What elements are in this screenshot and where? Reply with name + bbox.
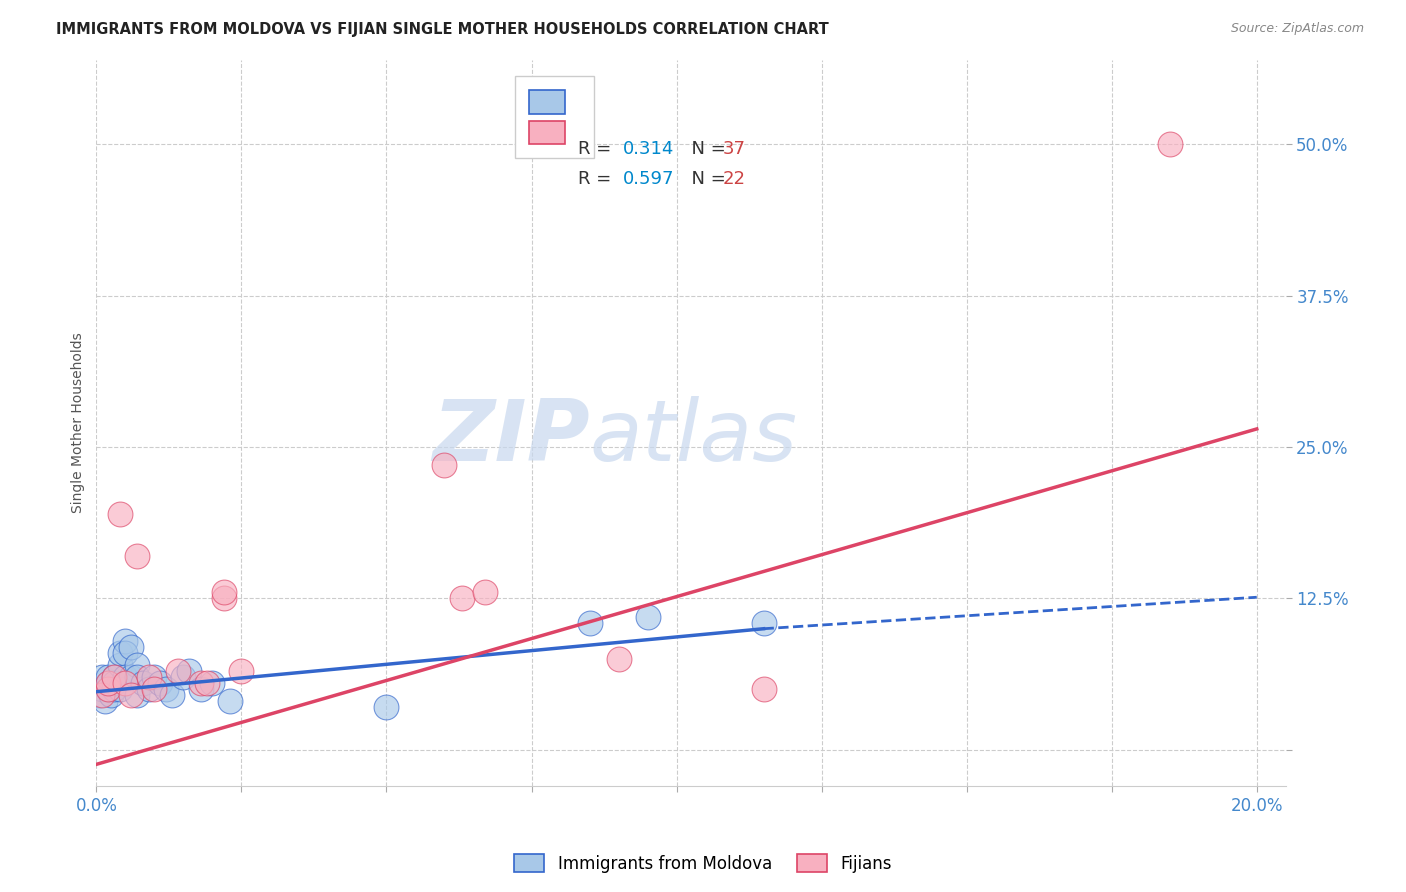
Point [166, 664, 188, 678]
Point [103, 676, 125, 690]
Point [97, 682, 120, 697]
Text: 37: 37 [723, 140, 745, 159]
Text: ZIP: ZIP [432, 396, 591, 479]
Point [91, 670, 114, 684]
Point [201, 676, 224, 690]
Point [607, 652, 630, 666]
Point [97, 676, 120, 690]
Point [108, 682, 131, 697]
Text: 22: 22 [723, 170, 745, 188]
Point [120, 689, 142, 703]
Point [1159, 137, 1181, 152]
Point [108, 658, 131, 673]
Text: N =: N = [681, 140, 733, 159]
Point [125, 670, 148, 684]
Point [375, 700, 398, 714]
Point [143, 682, 166, 697]
Point [218, 694, 240, 708]
Point [212, 585, 235, 599]
Point [637, 609, 659, 624]
Point [97, 676, 120, 690]
Point [132, 676, 155, 690]
Point [100, 689, 122, 703]
Point [195, 676, 218, 690]
Point [212, 591, 235, 606]
Text: 0.314: 0.314 [623, 140, 673, 159]
Point [125, 658, 148, 673]
Point [103, 670, 125, 684]
Text: Source: ZipAtlas.com: Source: ZipAtlas.com [1230, 22, 1364, 36]
Text: IMMIGRANTS FROM MOLDOVA VS FIJIAN SINGLE MOTHER HOUSEHOLDS CORRELATION CHART: IMMIGRANTS FROM MOLDOVA VS FIJIAN SINGLE… [56, 22, 830, 37]
Point [451, 591, 474, 606]
Point [190, 676, 212, 690]
Point [103, 682, 125, 697]
Point [172, 670, 194, 684]
Point [114, 676, 136, 690]
Point [149, 676, 172, 690]
Text: R =: R = [578, 170, 617, 188]
Point [138, 670, 160, 684]
Point [120, 670, 142, 684]
Legend: , : , [515, 76, 593, 159]
Point [114, 646, 136, 660]
Point [97, 682, 120, 697]
Point [474, 585, 496, 599]
Point [108, 646, 131, 660]
Text: atlas: atlas [591, 396, 799, 479]
Point [97, 670, 120, 684]
Point [433, 458, 456, 473]
Text: 0.597: 0.597 [623, 170, 675, 188]
Point [89, 689, 111, 703]
Point [231, 664, 253, 678]
Point [160, 689, 183, 703]
Point [114, 670, 136, 684]
Y-axis label: Single Mother Households: Single Mother Households [72, 333, 86, 513]
Point [108, 507, 131, 521]
Point [103, 670, 125, 684]
Point [125, 689, 148, 703]
Point [94, 694, 117, 708]
Text: N =: N = [681, 170, 733, 188]
Point [190, 682, 212, 697]
Text: R =: R = [578, 140, 617, 159]
Point [138, 682, 160, 697]
Point [752, 615, 775, 630]
Point [752, 682, 775, 697]
Legend: Immigrants from Moldova, Fijians: Immigrants from Moldova, Fijians [508, 847, 898, 880]
Point [155, 682, 177, 697]
Point [143, 670, 166, 684]
Point [91, 682, 114, 697]
Point [114, 633, 136, 648]
Point [120, 640, 142, 654]
Point [578, 615, 600, 630]
Point [91, 689, 114, 703]
Point [179, 664, 201, 678]
Point [125, 549, 148, 563]
